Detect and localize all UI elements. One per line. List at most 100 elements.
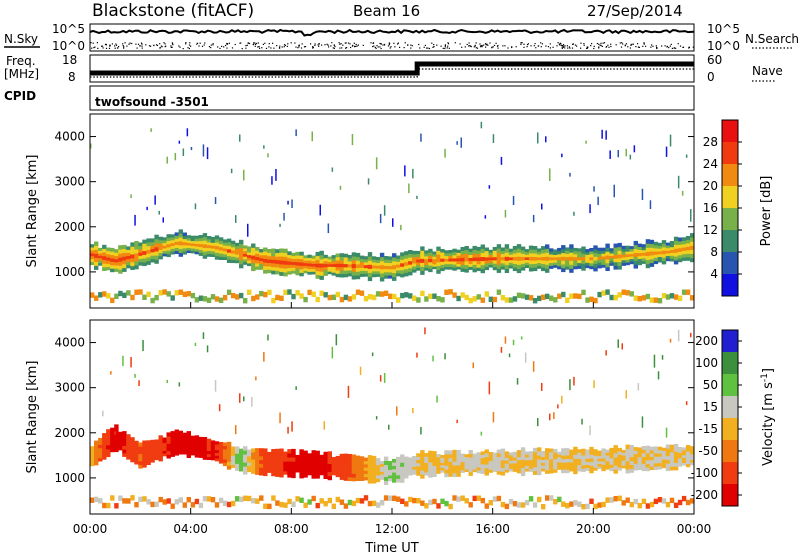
heatmap-cell — [230, 259, 236, 264]
colorbar-tick-label: 8 — [710, 245, 718, 259]
noise-search-dot — [210, 44, 212, 46]
heatmap-cell — [641, 252, 647, 256]
heatmap-cell — [371, 262, 377, 266]
heatmap-cell — [162, 250, 167, 254]
heatmap-cell — [235, 463, 240, 468]
noise-search-dot — [141, 47, 143, 49]
heatmap-cell — [259, 448, 264, 453]
heatmap-cell — [287, 457, 292, 462]
heatmap-cell — [162, 450, 167, 454]
heatmap-cell — [428, 462, 433, 467]
heatmap-cell — [448, 503, 453, 510]
heatmap-cell — [400, 273, 405, 278]
heatmap-cell — [585, 262, 590, 266]
heatmap-cell — [182, 435, 187, 440]
heatmap-cell — [138, 289, 143, 295]
heatmap-cell — [323, 421, 325, 430]
heatmap-cell — [218, 240, 224, 245]
heatmap-cell — [412, 458, 417, 462]
heatmap-cell — [412, 168, 414, 179]
heatmap-cell — [500, 266, 506, 270]
heatmap-cell — [283, 464, 288, 469]
noise-search-dot — [530, 45, 532, 47]
heatmap-cell — [122, 445, 127, 450]
heatmap-cell — [239, 455, 244, 459]
noise-search-dot — [572, 43, 574, 45]
heatmap-cell — [186, 453, 191, 458]
heatmap-cell — [299, 497, 304, 503]
heatmap-cell — [202, 296, 208, 302]
noise-search-dot — [650, 46, 652, 48]
heatmap-cell — [371, 256, 377, 260]
heatmap-cell — [577, 265, 582, 269]
heatmap-cell — [625, 444, 630, 450]
heatmap-cell — [343, 273, 349, 278]
heatmap-cell — [146, 443, 151, 448]
heatmap-cell — [532, 246, 538, 250]
heatmap-cell — [287, 257, 292, 262]
heatmap-cell — [444, 253, 449, 257]
heatmap-cell — [90, 255, 95, 260]
heatmap-cell — [412, 266, 417, 270]
heatmap-cell — [416, 195, 418, 199]
heatmap-cell — [537, 265, 542, 269]
heatmap-cell — [222, 449, 228, 453]
heatmap-cell — [166, 447, 171, 452]
heatmap-cell — [549, 448, 554, 453]
heatmap-cell — [601, 461, 606, 465]
heatmap-cell — [255, 256, 260, 261]
heatmap-cell — [323, 463, 328, 468]
heatmap-cell — [218, 457, 224, 461]
heatmap-cell — [126, 255, 131, 260]
heatmap-cell — [440, 297, 445, 303]
noise-search-dot — [473, 46, 475, 48]
heatmap-cell — [247, 260, 252, 264]
heatmap-cell — [339, 472, 345, 477]
heatmap-cell — [472, 458, 477, 462]
heatmap-cell — [295, 129, 297, 137]
heatmap-cell — [500, 256, 506, 261]
heatmap-cell — [275, 270, 280, 275]
heatmap-cell — [327, 459, 332, 464]
heatmap-cell — [613, 184, 615, 198]
heatmap-cell — [440, 467, 445, 471]
heatmap-cell — [396, 255, 401, 259]
heatmap-cell — [122, 498, 127, 504]
noise-search-dot — [356, 45, 358, 47]
heatmap-cell — [283, 502, 288, 508]
heatmap-cell — [226, 242, 232, 246]
heatmap-cell — [690, 446, 695, 450]
heatmap-cell — [98, 262, 103, 266]
heatmap-cell — [138, 442, 143, 447]
heatmap-cell — [303, 502, 308, 508]
heatmap-cell — [685, 249, 691, 254]
heatmap-cell — [432, 253, 437, 257]
heatmap-cell — [146, 461, 151, 465]
heatmap-cell — [524, 294, 530, 300]
heatmap-cell — [283, 467, 288, 472]
heatmap-cell — [468, 257, 473, 261]
heatmap-cell — [114, 440, 119, 445]
heatmap-cell — [512, 253, 518, 257]
heatmap-cell — [456, 449, 461, 455]
noise-search-dot — [179, 46, 181, 48]
heatmap-cell — [239, 393, 241, 403]
noise-search-dot — [340, 43, 342, 45]
heatmap-cell — [351, 256, 357, 261]
noise-search-dot — [620, 46, 623, 48]
noise-search-dot — [345, 47, 347, 49]
heatmap-cell — [202, 449, 208, 454]
heatmap-cell — [617, 261, 622, 266]
heatmap-cell — [371, 294, 377, 301]
heatmap-cell — [162, 453, 167, 457]
heatmap-cell — [480, 454, 485, 459]
heatmap-cell — [251, 262, 256, 268]
heatmap-cell — [593, 380, 595, 388]
heatmap-cell — [122, 442, 127, 446]
heatmap-cell — [400, 470, 405, 475]
heatmap-cell — [649, 501, 655, 508]
heatmap-cell — [359, 459, 365, 464]
heatmap-cell — [424, 296, 429, 302]
noise-search-dot — [212, 43, 214, 45]
noise-search-dot — [94, 46, 96, 48]
